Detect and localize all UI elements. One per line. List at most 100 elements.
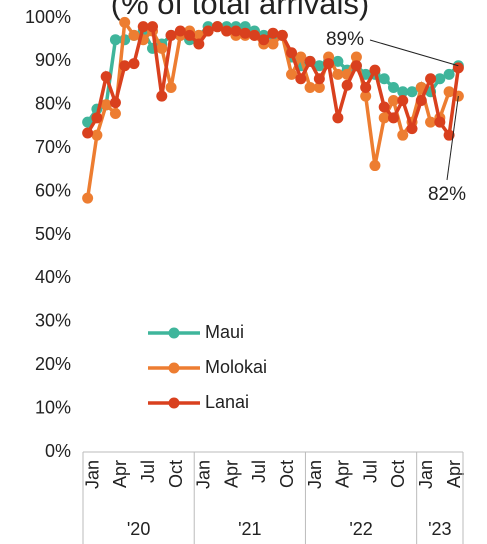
legend-label: Maui <box>205 322 244 342</box>
data-point <box>230 25 242 37</box>
y-tick-label: 30% <box>35 311 71 331</box>
y-tick-label: 0% <box>45 441 71 461</box>
data-point <box>397 86 409 98</box>
x-tick-label: Apr <box>444 460 464 488</box>
data-point <box>267 27 279 39</box>
data-point <box>425 116 437 128</box>
data-point <box>82 192 94 204</box>
legend-label: Lanai <box>205 392 249 412</box>
data-label: 82% <box>428 184 466 205</box>
data-point <box>360 90 372 102</box>
data-point <box>443 129 455 141</box>
data-point <box>323 58 335 70</box>
data-point <box>443 86 455 98</box>
data-point <box>350 51 362 63</box>
legend-label: Molokai <box>205 357 267 377</box>
x-tick-label: Oct <box>388 460 408 488</box>
data-point <box>202 25 214 37</box>
data-point <box>128 29 140 41</box>
y-tick-label: 70% <box>35 137 71 157</box>
data-point <box>332 55 344 67</box>
data-point <box>137 21 149 33</box>
x-group-label: '21 <box>238 519 261 539</box>
data-point <box>184 29 196 41</box>
data-point <box>248 29 260 41</box>
y-tick-label: 40% <box>35 267 71 287</box>
data-point <box>397 129 409 141</box>
data-point <box>91 112 103 124</box>
data-point <box>119 16 131 28</box>
x-tick-label: Oct <box>277 460 297 488</box>
data-point <box>295 73 307 85</box>
data-point <box>221 25 233 37</box>
data-point <box>313 73 325 85</box>
data-point <box>443 68 455 80</box>
data-point <box>387 81 399 93</box>
data-point <box>434 73 446 85</box>
x-group-label: '23 <box>428 519 451 539</box>
data-point <box>397 94 409 106</box>
data-point <box>174 25 186 37</box>
x-tick-label: Apr <box>110 460 130 488</box>
data-point <box>387 94 399 106</box>
data-point <box>350 60 362 72</box>
y-tick-label: 80% <box>35 94 71 114</box>
annotation-leader <box>446 96 459 181</box>
data-point <box>165 81 177 93</box>
x-tick-label: Jul <box>249 460 269 483</box>
data-point <box>165 29 177 41</box>
data-point <box>369 64 381 76</box>
x-tick-label: Apr <box>221 460 241 488</box>
data-point <box>341 79 353 91</box>
data-point <box>313 81 325 93</box>
data-point <box>156 90 168 102</box>
data-point <box>369 160 381 172</box>
y-tick-label: 10% <box>35 397 71 417</box>
data-point <box>286 47 298 59</box>
data-point <box>100 71 112 83</box>
x-tick-label: Jul <box>360 460 380 483</box>
x-tick-label: Jan <box>305 460 325 489</box>
x-tick-label: Jan <box>416 460 436 489</box>
x-group-label: '22 <box>349 519 372 539</box>
data-point <box>82 127 94 139</box>
data-point <box>304 55 316 67</box>
legend-marker <box>168 362 180 374</box>
y-tick-label: 100% <box>25 7 71 27</box>
y-tick-label: 20% <box>35 354 71 374</box>
data-point <box>378 73 390 85</box>
data-point <box>91 129 103 141</box>
y-tick-label: 50% <box>35 224 71 244</box>
x-group-label: '20 <box>127 519 150 539</box>
data-point <box>332 112 344 124</box>
chart-title: (% of total arrivals) <box>111 0 369 21</box>
legend-marker <box>168 397 180 409</box>
data-point <box>378 112 390 124</box>
data-point <box>295 51 307 63</box>
x-tick-label: Apr <box>333 460 353 488</box>
y-tick-label: 90% <box>35 50 71 70</box>
data-point <box>109 34 121 46</box>
data-point <box>109 97 121 109</box>
data-point <box>267 38 279 50</box>
x-tick-label: Jan <box>82 460 102 489</box>
data-point <box>313 60 325 72</box>
data-point <box>406 123 418 135</box>
x-tick-label: Oct <box>166 460 186 488</box>
data-point <box>109 107 121 119</box>
annotation-leader <box>369 39 459 67</box>
data-point <box>387 112 399 124</box>
data-point <box>332 68 344 80</box>
y-tick-label: 60% <box>35 180 71 200</box>
data-label: 89% <box>326 29 364 50</box>
data-point <box>82 116 94 128</box>
data-point <box>258 34 270 46</box>
data-point <box>147 21 159 33</box>
data-point <box>193 38 205 50</box>
data-point <box>415 94 427 106</box>
data-point <box>406 86 418 98</box>
data-point <box>156 42 168 54</box>
data-point <box>304 81 316 93</box>
